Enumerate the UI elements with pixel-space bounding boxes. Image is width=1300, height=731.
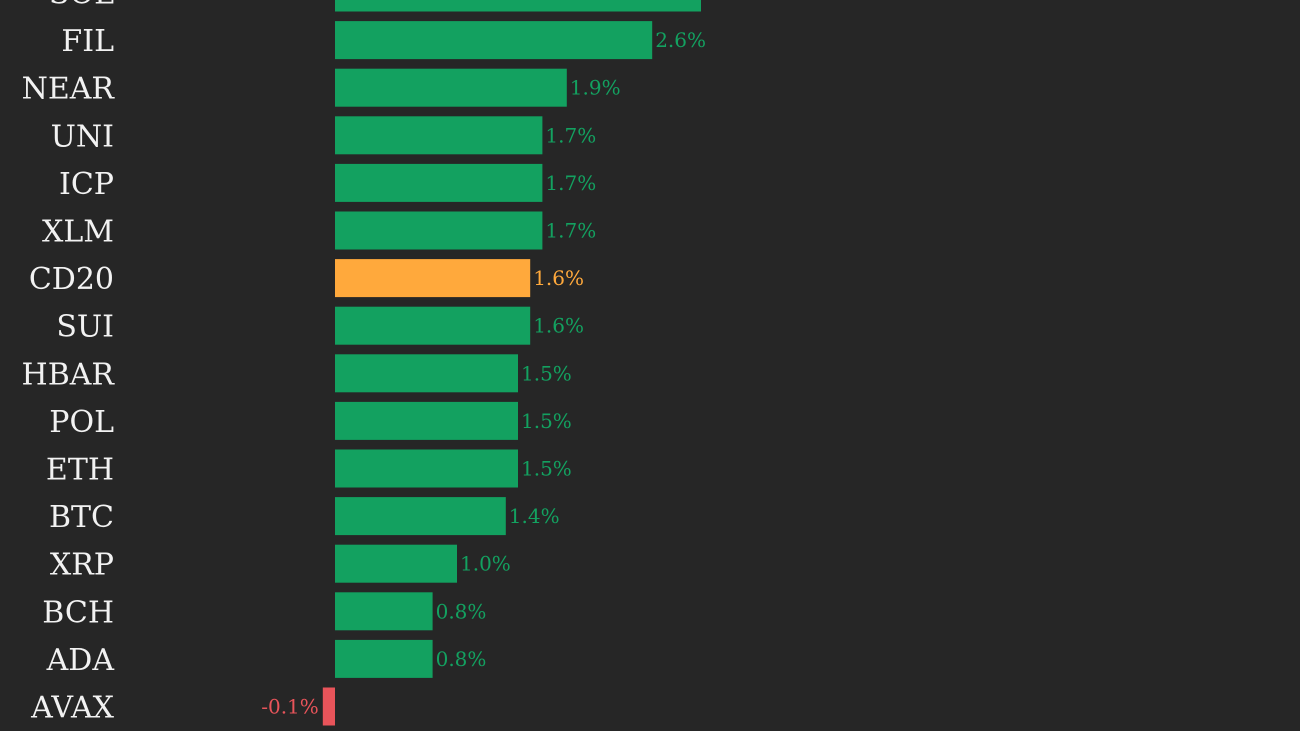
bar-near bbox=[335, 68, 567, 107]
bar-xlm bbox=[335, 211, 543, 250]
bar-avax bbox=[322, 687, 335, 726]
bar-pol bbox=[335, 401, 518, 440]
data-label-xlm: 1.7% bbox=[545, 219, 596, 243]
bar-eth bbox=[335, 449, 518, 488]
bar-bch bbox=[335, 592, 433, 631]
category-label-btc: BTC bbox=[49, 500, 114, 535]
data-label-avax: -0.1% bbox=[261, 695, 319, 719]
category-label-fil: FIL bbox=[61, 24, 114, 59]
category-label-xlm: XLM bbox=[42, 215, 114, 250]
category-label-sol: SOL bbox=[49, 0, 114, 12]
data-label-near: 1.9% bbox=[570, 76, 621, 100]
data-label-eth: 1.5% bbox=[521, 457, 572, 481]
bar-icp bbox=[335, 163, 543, 202]
bar-sol bbox=[335, 0, 701, 12]
data-label-icp: 1.7% bbox=[545, 171, 596, 195]
bar-sui bbox=[335, 306, 531, 345]
bar-cd20 bbox=[335, 259, 531, 298]
data-label-uni: 1.7% bbox=[545, 123, 596, 147]
bar-ada bbox=[335, 639, 433, 678]
bar-fil bbox=[335, 21, 653, 60]
bar-xrp bbox=[335, 544, 457, 583]
data-label-hbar: 1.5% bbox=[521, 361, 572, 385]
data-label-ada: 0.8% bbox=[436, 647, 487, 671]
data-label-fil: 2.6% bbox=[655, 28, 706, 52]
data-labels-group: 3.0% 2.6% 1.9% 1.7% 1.7% 1.7% 1.6% 1.6% 1.5% 1.5%… bbox=[261, 0, 755, 719]
category-labels-group: SOL FIL NEAR UNI ICP XLM CD20 SUI HBAR POL ETH BTC X… bbox=[22, 0, 116, 726]
data-label-sui: 1.6% bbox=[533, 314, 584, 338]
bars-group bbox=[322, 0, 701, 726]
bar-btc bbox=[335, 497, 506, 536]
category-label-xrp: XRP bbox=[50, 548, 114, 583]
data-label-xrp: 1.0% bbox=[460, 552, 511, 576]
bar-uni bbox=[335, 116, 543, 155]
category-label-avax: AVAX bbox=[30, 691, 114, 726]
data-label-pol: 1.5% bbox=[521, 409, 572, 433]
category-label-ada: ADA bbox=[46, 643, 115, 678]
category-label-pol: POL bbox=[49, 405, 114, 440]
bar-hbar bbox=[335, 354, 518, 393]
data-label-cd20: 1.6% bbox=[533, 266, 584, 290]
data-label-sol: 3.0% bbox=[704, 0, 755, 5]
category-label-cd20: CD20 bbox=[29, 262, 114, 297]
data-label-btc: 1.4% bbox=[509, 504, 560, 528]
category-label-bch: BCH bbox=[42, 595, 114, 630]
data-label-bch: 0.8% bbox=[436, 599, 487, 623]
category-label-near: NEAR bbox=[22, 72, 116, 107]
category-label-hbar: HBAR bbox=[22, 357, 116, 392]
category-label-uni: UNI bbox=[51, 119, 114, 154]
category-label-icp: ICP bbox=[59, 167, 114, 202]
category-label-sui: SUI bbox=[56, 310, 114, 345]
category-label-eth: ETH bbox=[46, 453, 114, 488]
